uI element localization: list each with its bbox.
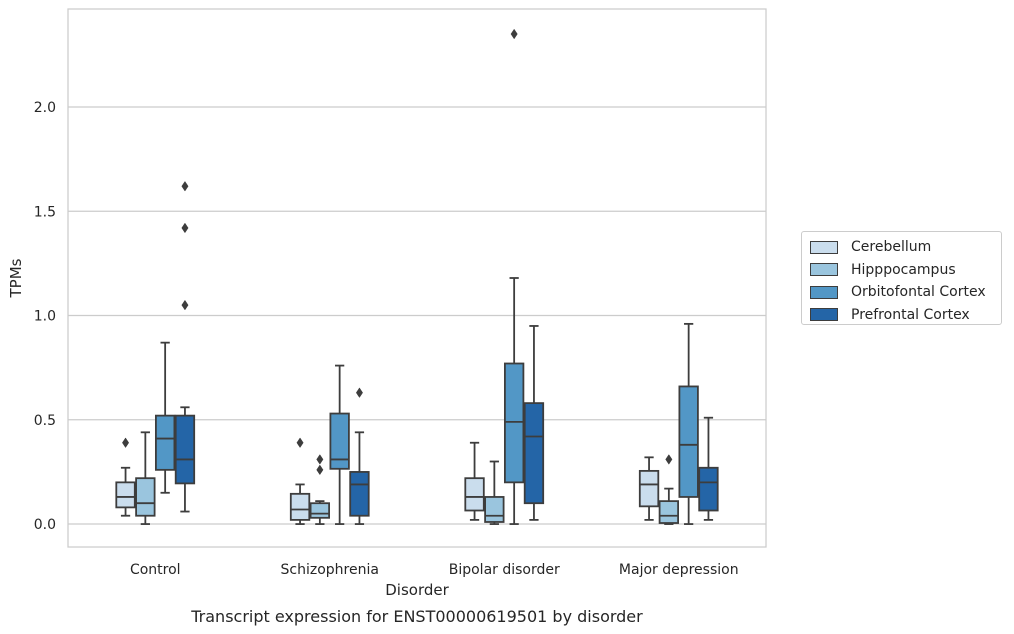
box-series [115,28,719,525]
box-cerebellum [115,437,136,517]
box-prefrontal-cortex [698,416,719,521]
box-iqr [154,414,176,471]
legend-label: Prefrontal Cortex [851,306,970,323]
outlier-point [665,454,673,465]
box-cerebellum [464,441,485,521]
legend-label: Orbitofontal Cortex [851,284,986,301]
outlier-point [355,387,363,398]
box-iqr [349,471,370,517]
box-iqr [309,502,331,519]
plot-frame [67,8,767,548]
y-tick-label: 2.0 [34,100,56,116]
legend-item: Cerebellum [810,236,1001,259]
box-iqr [174,414,196,485]
box-iqr [329,412,350,470]
box-iqr [135,477,156,517]
outlier-point [122,437,130,448]
x-tick-label: Major depression [619,562,739,578]
legend-label: Hipppocampus [851,261,956,278]
outlier-point [181,299,189,311]
box-hipppocampus [309,454,331,525]
box-iqr [484,496,505,523]
box-iqr [503,362,525,484]
box-orbitofontal-cortex [678,322,699,525]
legend-swatch [810,263,838,277]
outlier-point [296,437,304,448]
x-tick-label: Bipolar disorder [449,562,560,578]
box-prefrontal-cortex [349,387,370,525]
y-tick-label: 1.5 [34,204,56,220]
box-orbitofontal-cortex [154,341,176,494]
y-tick-label: 0.5 [34,413,56,429]
legend-swatch [810,308,838,322]
legend: Cerebellum Hipppocampus Orbitofontal Corte… [801,231,1002,325]
box-hipppocampus [135,431,156,525]
box-hipppocampus [484,460,505,525]
legend-swatch [810,240,838,254]
legend-item: Hipppocampus [810,259,1001,282]
y-tick-labels: 0.0 0.5 1.0 1.5 2.0 [34,100,56,533]
box-hipppocampus [658,454,679,525]
legend-swatch [810,285,838,299]
legend-item: Orbitofontal Cortex [810,281,1001,304]
box-prefrontal-cortex [174,180,196,513]
box-iqr [638,469,660,508]
box-orbitofontal-cortex [503,28,525,525]
outlier-point [181,222,189,234]
box-iqr [658,500,679,524]
x-axis-label: Disorder [385,581,449,599]
y-axis-label: TPMs [7,258,25,298]
box-prefrontal-cortex [523,325,545,521]
x-tick-label: Control [130,562,181,578]
y-tick-label: 0.0 [34,517,56,533]
outlier-point [316,464,324,476]
outlier-point [316,454,324,465]
outlier-point [181,180,189,192]
box-orbitofontal-cortex [329,364,350,525]
box-iqr [115,481,136,509]
box-cerebellum [638,456,660,521]
x-tick-labels: Control Schizophrenia Bipolar disorder Majo… [130,562,739,578]
box-cerebellum [289,437,311,525]
box-iqr [678,385,699,498]
legend-label: Cerebellum [851,239,932,256]
box-iqr [523,402,545,505]
outlier-point [510,28,518,40]
box-iqr [464,477,485,512]
chart-caption: Transcript expression for ENST0000061950… [190,607,643,626]
x-tick-label: Schizophrenia [281,562,379,578]
legend-item: Prefrontal Cortex [810,304,1001,327]
box-iqr [698,466,719,512]
y-tick-label: 1.0 [34,309,56,325]
box-iqr [289,492,311,521]
